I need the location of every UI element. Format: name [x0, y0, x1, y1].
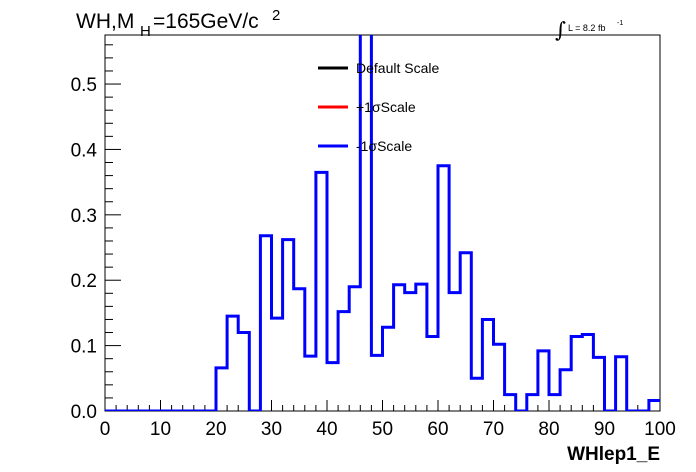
title-value: =165GeV/c — [153, 10, 259, 33]
x-tick-label: 90 — [594, 419, 615, 440]
legend: Default Scale +1σScale -1σScale — [318, 60, 439, 154]
axis-tick-labels: 0 10 20 30 40 50 60 70 80 90 100 0.0 0.1 0.2 0.3 0.4 0.5 — [71, 75, 676, 440]
legend-label: Default Scale — [356, 60, 439, 76]
x-tick-label: 70 — [483, 419, 504, 440]
chart-title: WH,M H =165GeV/c 2 — [76, 7, 280, 40]
x-tick-label: 80 — [538, 419, 559, 440]
luminosity-label: ∫ L = 8.2 fb -1 — [555, 18, 623, 42]
legend-label: -1σScale — [356, 138, 412, 154]
x-tick-label: 40 — [316, 419, 337, 440]
lumi-integral: ∫ — [555, 18, 566, 42]
title-main: WH,M — [76, 10, 134, 33]
lumi-text: L = 8.2 fb — [568, 23, 605, 33]
series-group — [105, 35, 660, 411]
x-tick-label: 50 — [372, 419, 393, 440]
y-tick-label: 0.3 — [71, 206, 97, 227]
legend-label: +1σScale — [356, 99, 416, 115]
y-tick-label: 0.5 — [71, 75, 97, 96]
x-tick-label: 60 — [427, 419, 448, 440]
x-tick-label: 30 — [261, 419, 282, 440]
y-tick-label: 0.2 — [71, 271, 97, 292]
x-tick-label: 100 — [644, 419, 676, 440]
y-tick-label: 0.1 — [71, 337, 97, 358]
x-tick-label: 20 — [205, 419, 226, 440]
title-superscript: 2 — [272, 7, 280, 24]
x-tick-label: 10 — [150, 419, 171, 440]
y-tick-label: 0.4 — [71, 140, 98, 161]
title-subscript: H — [140, 23, 151, 40]
lumi-superscript: -1 — [617, 20, 623, 27]
x-axis-label: WHlep1_E — [567, 444, 660, 465]
x-tick-label: 0 — [100, 419, 111, 440]
y-tick-label: 0.0 — [71, 402, 97, 423]
series-line-minus-1sigma — [105, 35, 660, 411]
